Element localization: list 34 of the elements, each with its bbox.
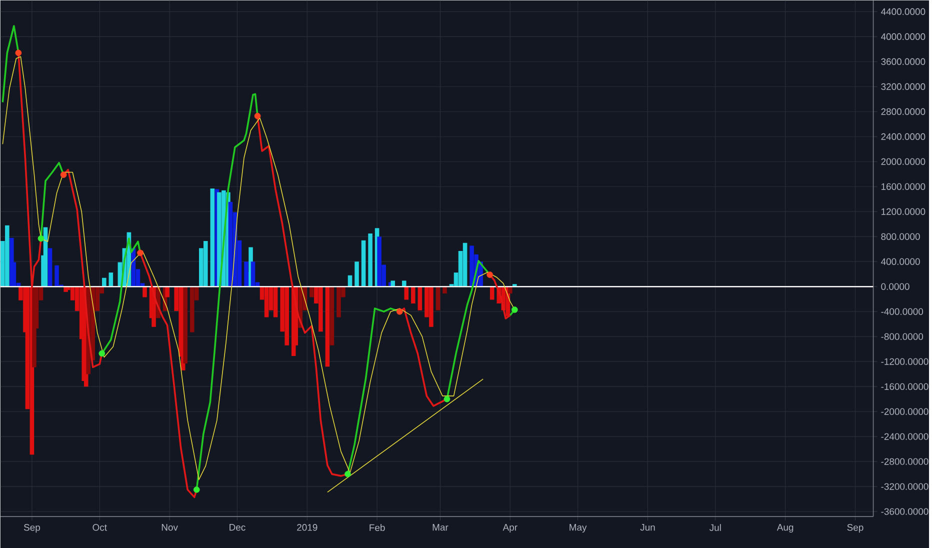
y-tick-label: 2800.0000 (881, 108, 926, 115)
y-tick-label: 2400.0000 (881, 133, 926, 140)
x-tick-label: Mar (432, 524, 448, 530)
x-tick-label: Jul (709, 524, 721, 531)
x-tick-label: Aug (776, 524, 794, 532)
y-tick-label: 800.0000 (881, 233, 920, 240)
y-tick-label: -2000.0000 (881, 408, 928, 415)
x-tick-label: Sep (24, 524, 40, 532)
y-tick-label: -1600.0000 (881, 383, 928, 390)
x-tick-label: Nov (162, 524, 178, 530)
x-tick-label: Dec (230, 524, 246, 530)
y-tick-label: 2000.0000 (881, 158, 926, 165)
x-tick-label: May (570, 524, 587, 532)
y-tick-label: 4400.0000 (881, 8, 926, 15)
y-tick-label: -1200.0000 (881, 358, 928, 365)
y-tick-label: 400.0000 (881, 258, 920, 265)
y-tick-label: 4000.0000 (881, 33, 926, 40)
y-tick-label: 1200.0000 (882, 208, 926, 215)
y-tick-label: -800.0000 (881, 333, 924, 340)
x-tick-label: Jun (640, 524, 655, 530)
y-tick-label: 1600.0000 (882, 183, 926, 190)
y-tick-label: 0.0000 (881, 283, 910, 290)
y-tick-label: -3600.0000 (881, 508, 928, 515)
y-tick-label: -2800.0000 (881, 458, 928, 465)
y-tick-label: -2400.0000 (881, 432, 928, 440)
x-tick-label: Apr (502, 524, 518, 532)
x-tick-label: Oct (92, 524, 107, 531)
y-tick-label: -3200.0000 (881, 482, 928, 490)
x-tick-label: Sep (847, 524, 864, 532)
y-tick-label: -400.0000 (881, 308, 924, 315)
y-tick-label: 3600.0000 (881, 58, 926, 65)
x-tick-label: Feb (370, 524, 385, 531)
y-tick-label: 3200.0000 (881, 83, 926, 90)
x-tick-label: 2019 (297, 524, 318, 531)
